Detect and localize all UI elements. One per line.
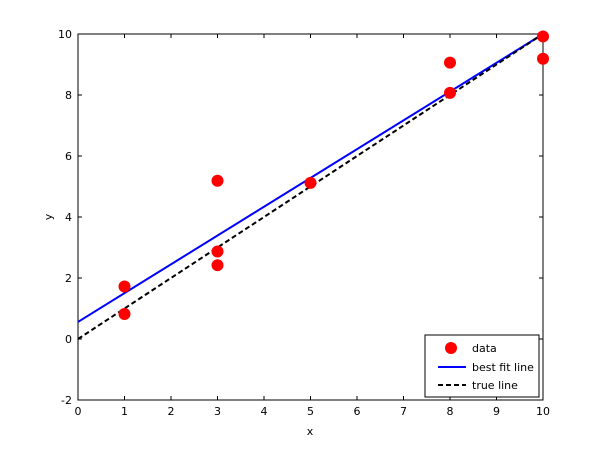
data-point (211, 245, 224, 258)
y-tick-label: 10 (58, 28, 72, 41)
y-tick-label: -2 (61, 394, 72, 407)
legend-box (424, 334, 540, 398)
x-tick-label: 6 (354, 405, 361, 418)
data-point (211, 259, 224, 272)
data-point (211, 174, 224, 187)
data-point (118, 280, 131, 293)
data-point (304, 176, 317, 189)
y-tick-label: 0 (65, 333, 72, 346)
data-points (118, 30, 549, 320)
x-tick-label: 0 (75, 405, 82, 418)
x-tick-label: 3 (214, 405, 221, 418)
x-axis-label: x (307, 425, 314, 438)
legend-label-true: true line (472, 379, 518, 392)
data-point (444, 56, 456, 69)
data-point (118, 307, 131, 320)
x-tick-label: 10 (536, 405, 550, 418)
x-tick-label: 8 (447, 405, 454, 418)
data-point (537, 30, 549, 43)
legend: data best fit line true line (424, 334, 540, 398)
y-axis-label: y (42, 213, 55, 220)
legend-label-data: data (472, 342, 497, 355)
y-tick-label: 4 (65, 211, 72, 224)
x-tick-label: 2 (168, 405, 175, 418)
x-tick-label: 9 (493, 405, 500, 418)
true-line (77, 33, 544, 340)
legend-label-best-fit: best fit line (472, 361, 534, 374)
y-tick-label: 2 (65, 272, 72, 285)
data-point (444, 86, 456, 99)
x-tick-label: 1 (121, 405, 128, 418)
x-tick-label: 4 (261, 405, 268, 418)
y-tick-label: 8 (65, 89, 72, 102)
x-tick-label: 5 (307, 405, 314, 418)
x-axis: 0 1 2 3 4 5 6 7 8 9 10 (75, 34, 550, 418)
legend-marker-data (445, 342, 457, 354)
x-tick-label: 7 (400, 405, 407, 418)
data-point (537, 52, 549, 65)
y-tick-label: 6 (65, 150, 72, 163)
y-axis: -2 0 2 4 6 8 10 (58, 28, 543, 407)
